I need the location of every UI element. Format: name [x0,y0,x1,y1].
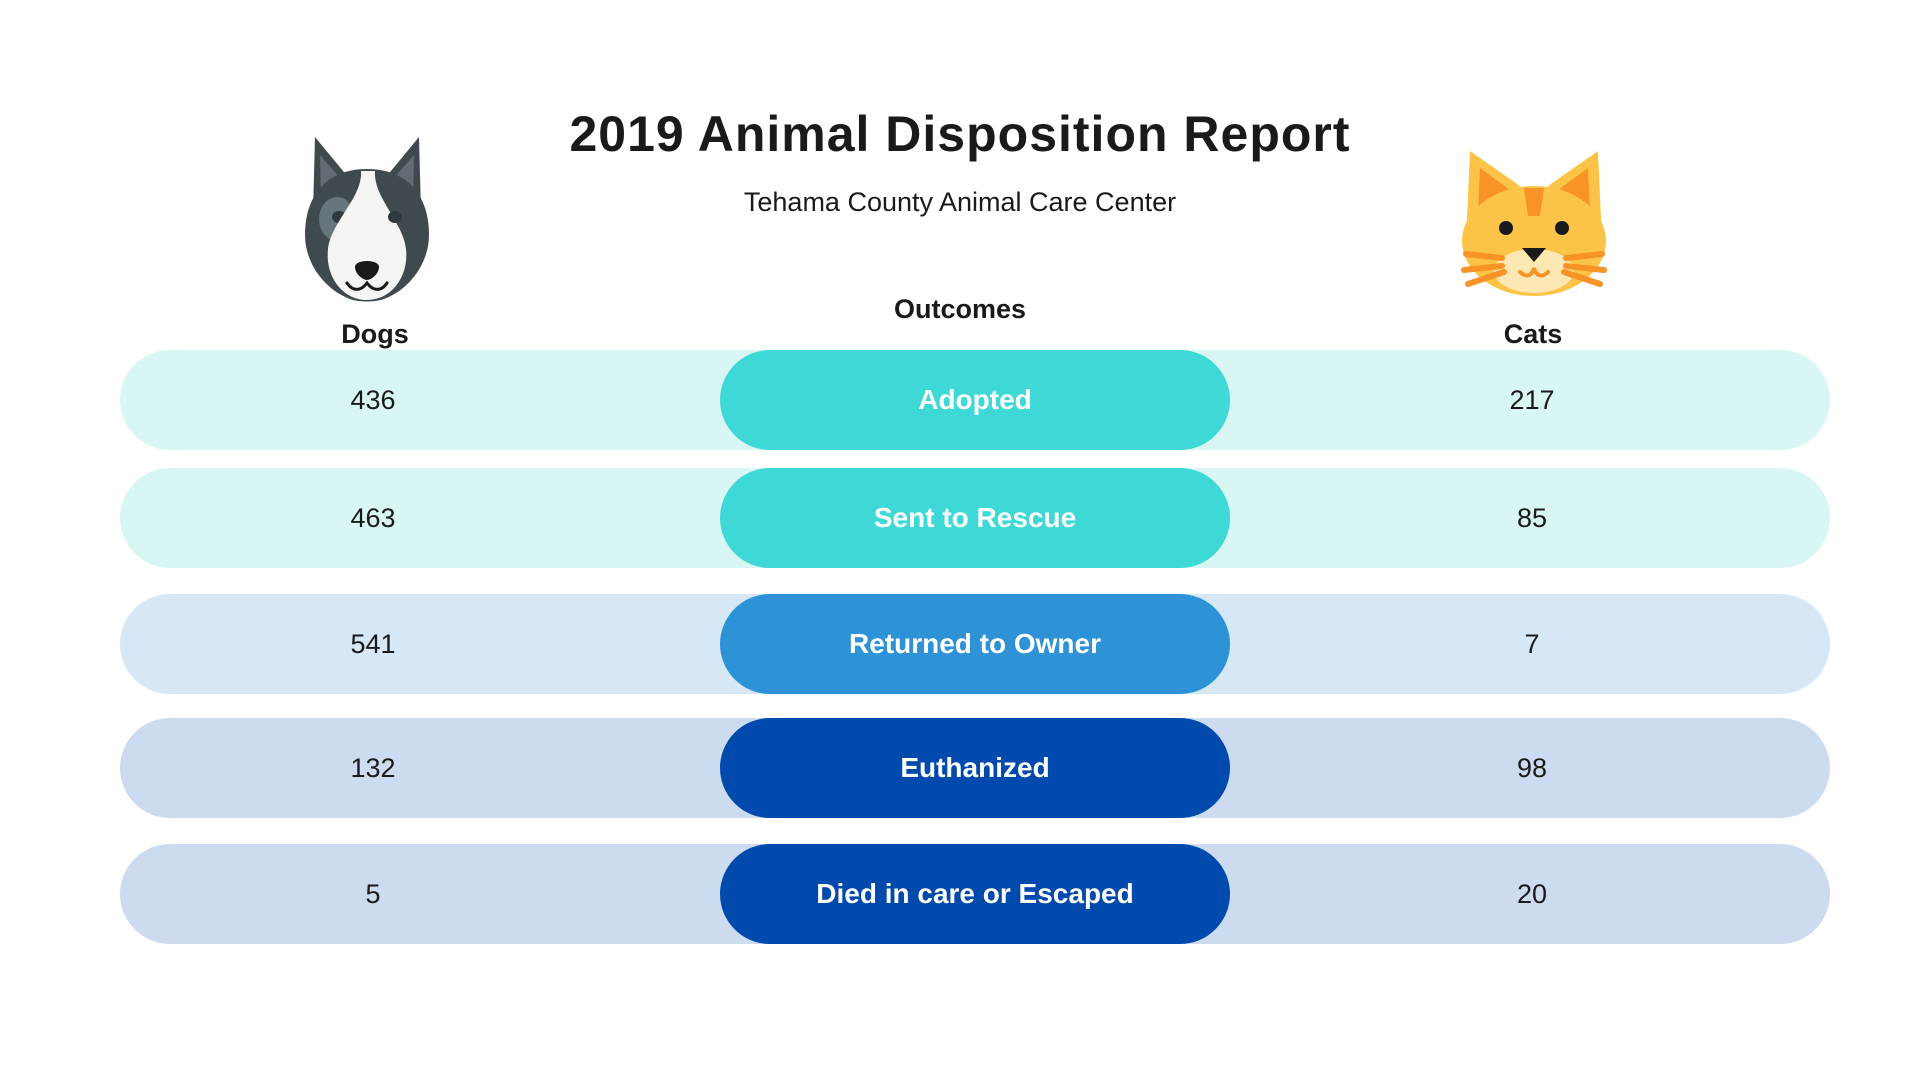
cats-column-header: Cats [1503,319,1563,349]
dogs-column-header: Dogs [341,319,409,349]
cats-count: 20 [1516,879,1548,909]
outcome-row: 463 Sent to Rescue 85 [120,468,1830,568]
outcome-row: 132 Euthanized 98 [120,718,1830,818]
cats-count: 217 [1509,385,1555,415]
outcome-label: Sent to Rescue [720,468,1230,568]
dogs-count: 436 [350,385,396,415]
outcome-label: Returned to Owner [720,594,1230,694]
dog-face-icon [305,137,429,302]
outcome-label: Euthanized [720,718,1230,818]
outcome-label: Died in care or Escaped [720,844,1230,944]
report-title: 2019 Animal Disposition Report [569,106,1351,162]
dogs-count: 541 [350,629,396,659]
outcomes-column-header: Outcomes [893,294,1027,324]
dogs-count: 5 [365,879,381,909]
cat-face-icon [1461,151,1607,296]
outcome-row: 436 Adopted 217 [120,350,1830,450]
outcome-row: 5 Died in care or Escaped 20 [120,844,1830,944]
cats-count: 7 [1524,629,1540,659]
dogs-count: 132 [350,753,396,783]
cats-count: 98 [1516,753,1548,783]
cats-count: 85 [1516,503,1548,533]
dogs-count: 463 [350,503,396,533]
report-subtitle: Tehama County Animal Care Center [743,187,1177,217]
outcome-label: Adopted [720,350,1230,450]
outcome-row: 541 Returned to Owner 7 [120,594,1830,694]
